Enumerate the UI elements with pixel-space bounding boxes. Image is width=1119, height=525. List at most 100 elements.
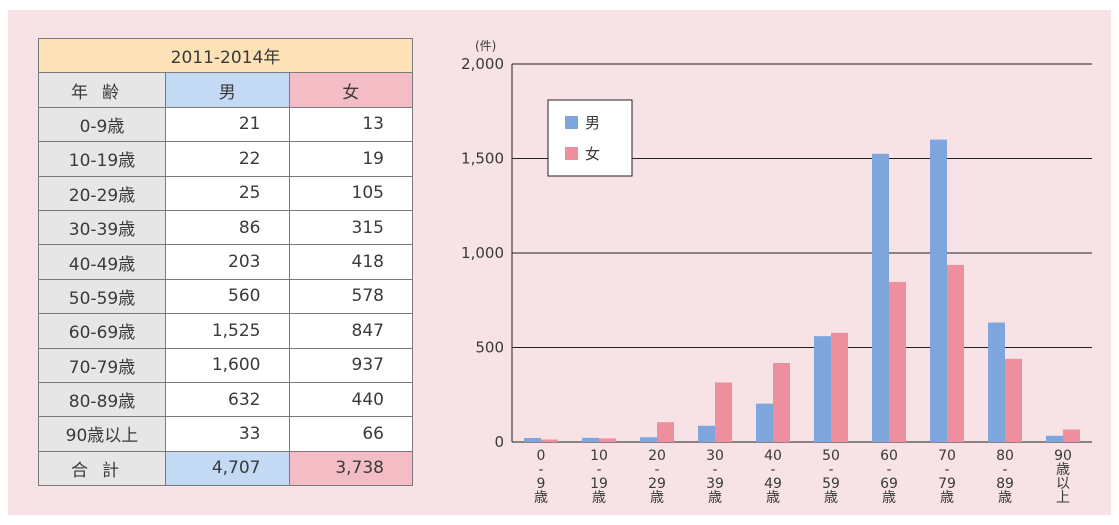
- x-tick-label: 歳: [766, 490, 780, 506]
- table-cell-male: 21: [165, 106, 290, 143]
- bar-female: [599, 438, 616, 442]
- table-cell-male: 560: [165, 278, 290, 315]
- table-row: 80-89歳 632 440: [38, 381, 413, 418]
- x-tick-label: 39: [706, 476, 724, 492]
- table-total-male: 4,707: [165, 450, 290, 487]
- data-table: 2011-2014年 年齢 男 女 0-9歳 21 13 10-19歳 22 19 20-2…: [38, 37, 413, 487]
- x-tick-label: 歳: [592, 490, 606, 506]
- x-tick-label: 歳: [882, 490, 896, 506]
- table-row: 0-9歳 21 13: [38, 106, 413, 143]
- x-tick-label: 10: [590, 448, 608, 464]
- table-row: 70-79歳 1,600 937: [38, 347, 413, 383]
- x-tick-label: 歳: [534, 490, 548, 506]
- table-cell-age: 10-19歳: [38, 141, 166, 177]
- table-cell-female: 105: [288, 175, 413, 211]
- legend-swatch: [565, 147, 578, 160]
- bar-female: [1005, 358, 1022, 442]
- x-tick-label: 70: [938, 448, 956, 464]
- x-tick-label: -: [944, 462, 949, 478]
- bar-male: [698, 425, 715, 442]
- bar-female: [889, 281, 906, 442]
- x-tick-label: -: [1002, 462, 1007, 478]
- x-tick-label: 歳: [1056, 462, 1070, 478]
- bar-female: [773, 362, 790, 442]
- bar-female: [831, 332, 848, 442]
- table-header-female: 女: [288, 72, 413, 108]
- table-cell-age: 40-49歳: [38, 244, 166, 280]
- bar-male: [814, 336, 831, 442]
- legend-swatch: [565, 116, 578, 129]
- x-tick-label: 40: [764, 448, 782, 464]
- y-tick-label: 1,500: [461, 150, 504, 168]
- table-cell-female: 19: [288, 141, 413, 177]
- legend-label: 男: [585, 114, 600, 132]
- x-tick-label: 90: [1054, 448, 1072, 464]
- table-total-label: 合計: [38, 450, 166, 487]
- x-tick-label: 80: [996, 448, 1014, 464]
- table-total-row: 合計 4,707 3,738: [38, 450, 413, 487]
- table-cell-male: 33: [165, 416, 290, 452]
- table-cell-age: 30-39歳: [38, 209, 166, 246]
- table-cell-age: 0-9歳: [38, 106, 166, 143]
- table-cell-male: 22: [165, 141, 290, 177]
- x-tick-label: 9: [537, 476, 546, 492]
- x-tick-label: 0: [537, 448, 546, 464]
- y-tick-label: 500: [475, 339, 504, 357]
- x-tick-label: 69: [880, 476, 898, 492]
- table-cell-age: 20-29歳: [38, 175, 166, 211]
- x-tick-label: -: [770, 462, 775, 478]
- x-tick-label: 歳: [650, 490, 664, 506]
- x-tick-label: 歳: [824, 490, 838, 506]
- x-tick-label: 29: [648, 476, 666, 492]
- x-tick-label: 60: [880, 448, 898, 464]
- bar-male: [872, 153, 889, 442]
- table-cell-female: 13: [288, 106, 413, 143]
- x-tick-label: 59: [822, 476, 840, 492]
- bar-male: [1046, 435, 1063, 442]
- table-row: 30-39歳 86 315: [38, 209, 413, 246]
- x-tick-label: 上: [1056, 490, 1070, 506]
- x-tick-label: 20: [648, 448, 666, 464]
- bar-male: [756, 403, 773, 442]
- x-tick-label: 19: [590, 476, 608, 492]
- bar-male: [988, 322, 1005, 442]
- bar-female: [715, 382, 732, 442]
- bar-male: [640, 437, 657, 442]
- x-tick-label: -: [712, 462, 717, 478]
- table-row: 40-49歳 203 418: [38, 244, 413, 280]
- x-tick-label: 歳: [940, 490, 954, 506]
- table-header-age: 年齢: [38, 72, 166, 108]
- table-cell-age: 80-89歳: [38, 381, 166, 418]
- bar-male: [582, 437, 599, 442]
- x-tick-label: 以: [1056, 476, 1070, 492]
- x-tick-label: -: [596, 462, 601, 478]
- x-tick-label: 50: [822, 448, 840, 464]
- x-tick-label: -: [654, 462, 659, 478]
- bar-female: [657, 422, 674, 442]
- table-cell-female: 66: [288, 416, 413, 452]
- x-tick-label: 歳: [998, 490, 1012, 506]
- bar-female: [541, 439, 558, 442]
- x-tick-label: 89: [996, 476, 1014, 492]
- x-tick-label: 49: [764, 476, 782, 492]
- table-total-female: 3,738: [288, 450, 413, 487]
- bar-female: [1063, 429, 1080, 442]
- x-tick-label: -: [538, 462, 543, 478]
- y-tick-label: 1,000: [461, 244, 504, 262]
- x-tick-label: 歳: [708, 490, 722, 506]
- legend-box: [547, 99, 633, 177]
- x-tick-label: 30: [706, 448, 724, 464]
- table-cell-male: 203: [165, 244, 290, 280]
- table-row: 20-29歳 25 105: [38, 175, 413, 211]
- x-tick-label: -: [828, 462, 833, 478]
- table-cell-female: 847: [288, 313, 413, 349]
- y-unit-label: (件): [475, 39, 496, 53]
- table-row: 90歳以上 33 66: [38, 416, 413, 452]
- table-row: 10-19歳 22 19: [38, 141, 413, 177]
- table-cell-age: 90歳以上: [38, 416, 166, 452]
- bar-male: [930, 139, 947, 442]
- table-cell-female: 418: [288, 244, 413, 280]
- table-cell-female: 440: [288, 381, 413, 418]
- table-cell-male: 632: [165, 381, 290, 418]
